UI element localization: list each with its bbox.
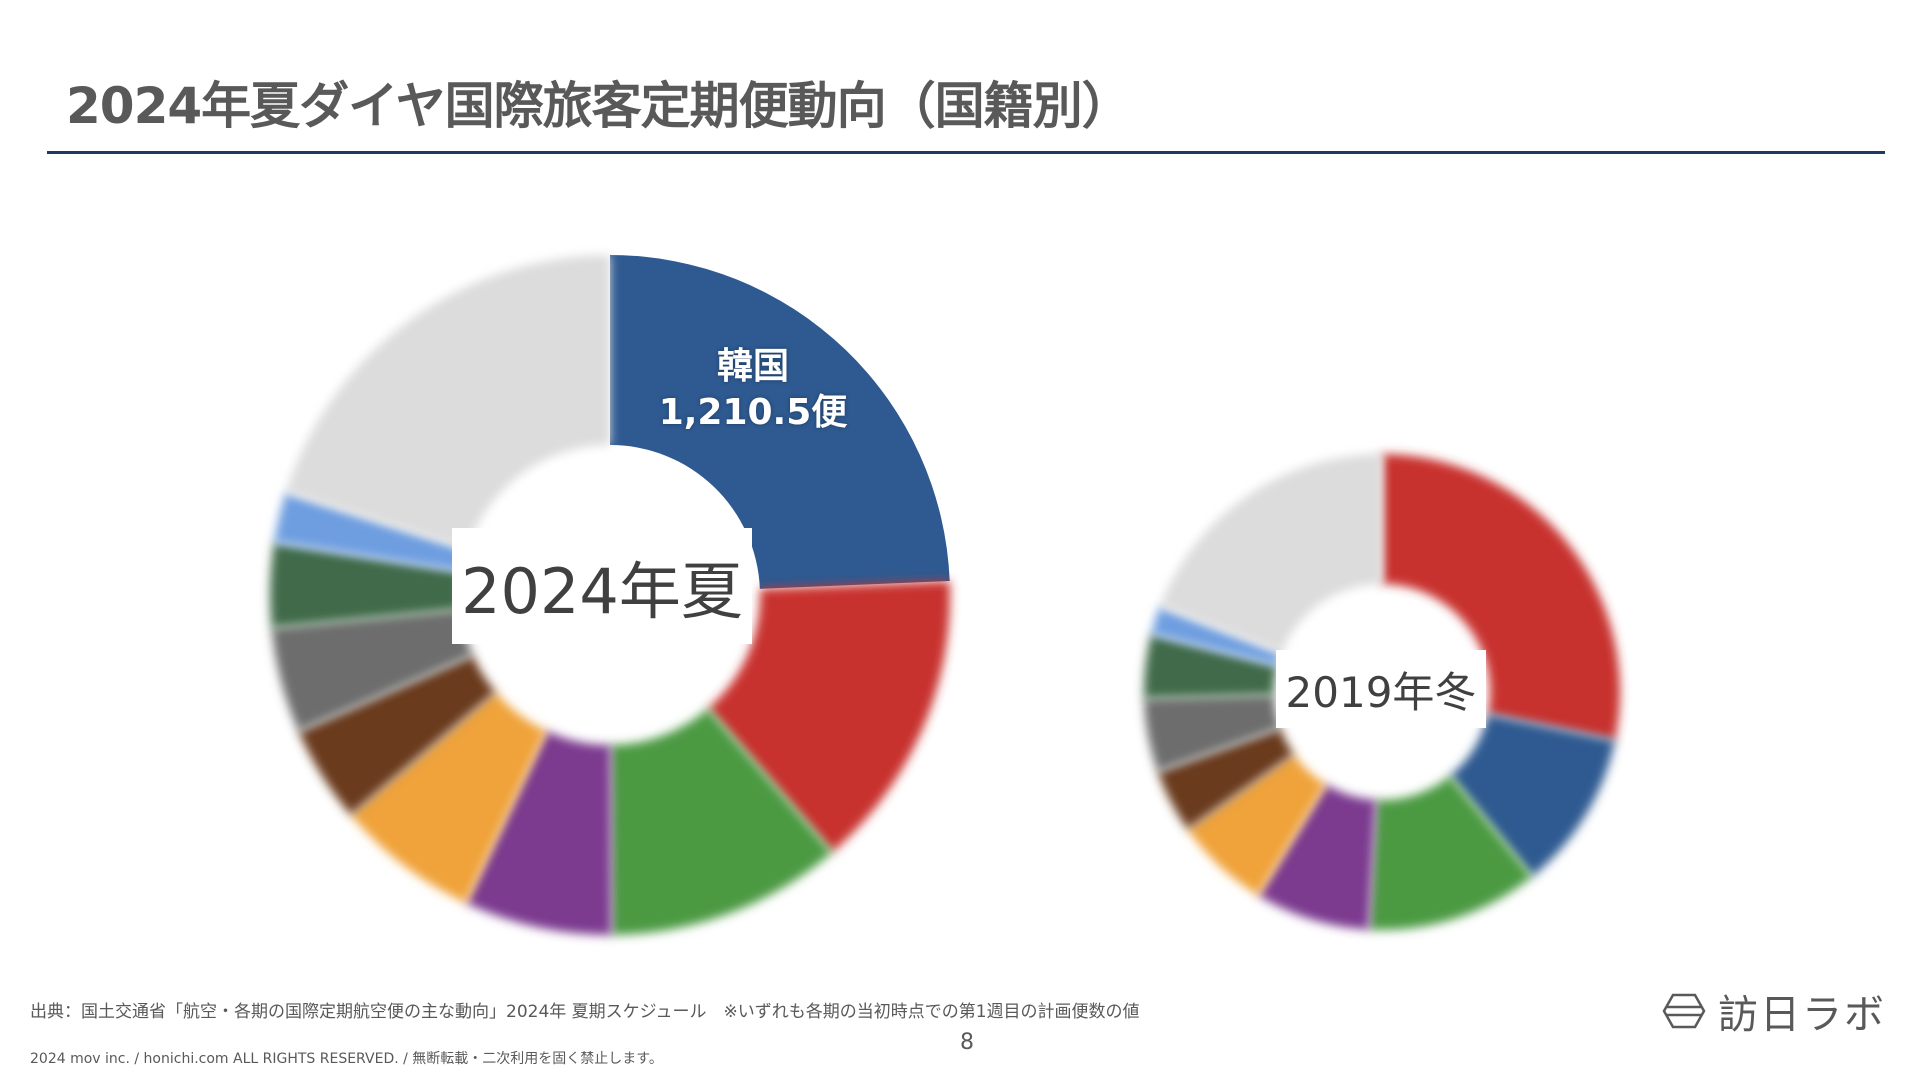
- logo-text: 訪日ラボ: [1718, 992, 1886, 1038]
- donut-center-label-2024: 2024年夏: [452, 528, 752, 644]
- donut-slice-その他B: [271, 609, 473, 732]
- hexagon-logo-icon: [1662, 993, 1706, 1029]
- donut-slice-中国: [708, 580, 950, 853]
- donut-2024-summer: [270, 255, 950, 935]
- slice-label-korea: 韓国 1,210.5便: [648, 344, 858, 436]
- donut-slice-台湾: [1369, 775, 1533, 930]
- donut-slice-タイ: [1187, 754, 1326, 896]
- donut-slice-香港: [1258, 784, 1377, 930]
- donut-slice-その他B: [1144, 694, 1281, 772]
- donut-slice-その他: [285, 255, 610, 550]
- donut-slice-韓国: [610, 255, 950, 589]
- donut-slice-香港: [465, 730, 612, 935]
- donut-slice-その他C: [270, 542, 462, 628]
- slice-label-name: 韓国: [716, 346, 789, 387]
- page-title: 2024年夏ダイヤ国際旅客定期便動向（国籍別）: [66, 77, 1132, 135]
- donut-2019-winter: [1143, 454, 1621, 930]
- copyright-notice: 2024 mov inc. / honichi.com ALL RIGHTS R…: [30, 1051, 663, 1067]
- donut-slice-台湾: [610, 708, 833, 935]
- honichi-lab-logo: 訪日ラボ: [1662, 982, 1886, 1040]
- donut-center-label-2019: 2019年冬: [1276, 650, 1486, 728]
- donut-slice-その他D: [1151, 606, 1282, 666]
- donut-slice-その他C: [1143, 634, 1278, 699]
- title-divider: [47, 151, 1885, 154]
- donut-slice-中国: [1382, 454, 1621, 741]
- donut-slice-その他: [1160, 454, 1382, 654]
- page-number: 8: [960, 1030, 974, 1055]
- donut-slice-その他D: [274, 492, 468, 572]
- source-note: 出典：国土交通省「航空・各期の国際定期航空便の主な動向」2024年 夏期スケジュ…: [30, 1002, 1140, 1022]
- donut-slice-韓国: [1450, 713, 1616, 877]
- donut-slice-タイ: [350, 692, 547, 903]
- donut-slice-その他A: [298, 655, 496, 815]
- donut-slice-その他A: [1157, 728, 1294, 830]
- slice-label-value: 1,210.5便: [658, 392, 848, 433]
